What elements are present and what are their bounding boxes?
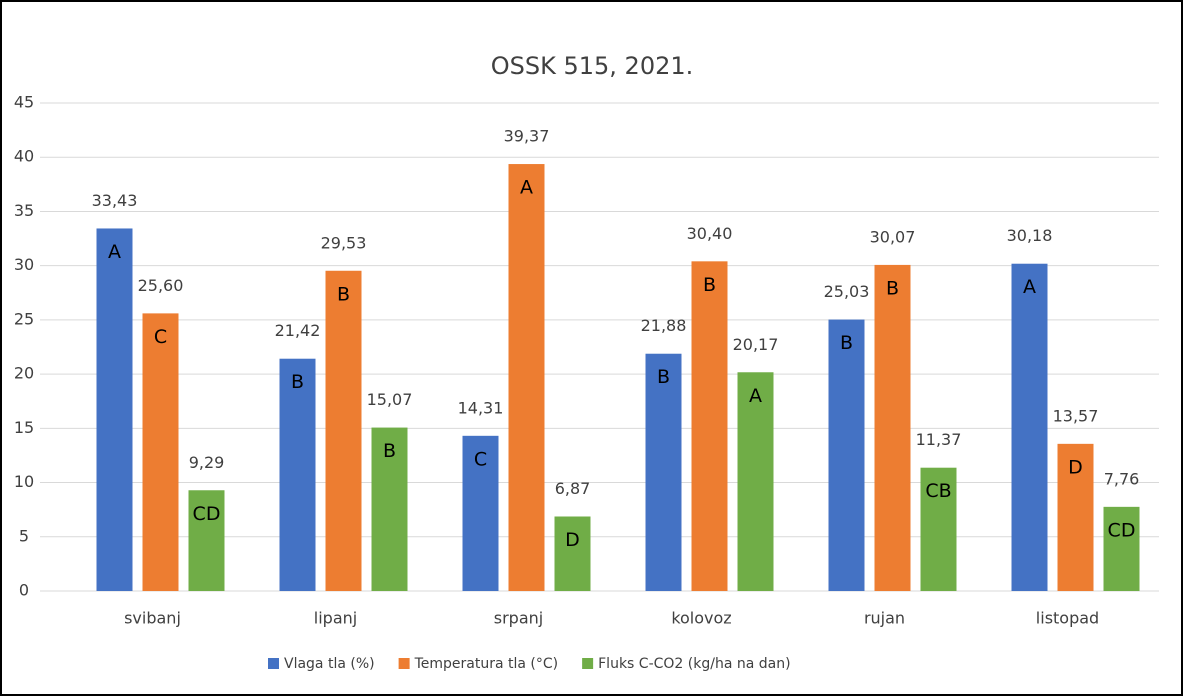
bar	[508, 164, 545, 591]
significance-letter: B	[337, 283, 350, 305]
significance-letter: D	[1068, 456, 1083, 478]
significance-letter: D	[565, 529, 580, 551]
legend-label: Fluks C-CO2 (kg/ha na dan)	[598, 656, 790, 672]
y-tick-label: 40	[14, 147, 34, 166]
significance-letter: B	[657, 366, 670, 388]
y-tick-label: 5	[19, 526, 29, 545]
value-label: 15,07	[367, 390, 413, 409]
bar	[645, 353, 682, 591]
significance-letter: B	[383, 440, 396, 462]
x-tick-label: srpanj	[494, 609, 543, 628]
value-label: 33,43	[92, 191, 138, 210]
value-label: 6,87	[555, 479, 591, 498]
y-tick-label: 35	[14, 201, 34, 220]
bar	[828, 319, 865, 591]
bar	[142, 313, 179, 591]
bar	[188, 490, 225, 591]
bar	[1057, 443, 1094, 591]
bar	[874, 264, 911, 591]
bar	[920, 467, 957, 591]
value-label: 13,57	[1053, 406, 1099, 425]
value-label: 21,88	[641, 316, 687, 335]
significance-letter: B	[886, 277, 899, 299]
bar	[1011, 263, 1048, 591]
x-tick-label: rujan	[864, 609, 905, 628]
x-tick-label: lipanj	[314, 609, 357, 628]
bar	[325, 270, 362, 591]
significance-letter: CD	[193, 503, 221, 525]
value-label: 9,29	[189, 453, 225, 472]
value-label: 21,42	[275, 321, 321, 340]
bar	[691, 261, 728, 591]
y-tick-label: 10	[14, 472, 34, 491]
value-label: 11,37	[916, 430, 962, 449]
y-tick-label: 25	[14, 309, 34, 328]
significance-letter: A	[1023, 276, 1036, 298]
value-label: 29,53	[321, 233, 367, 252]
significance-letter: CB	[925, 480, 951, 502]
value-label: 7,76	[1104, 469, 1140, 488]
bar	[96, 228, 133, 591]
value-label: 39,37	[504, 127, 550, 146]
bar	[462, 435, 499, 591]
x-tick-label: kolovoz	[671, 609, 731, 628]
significance-letter: C	[154, 326, 167, 348]
y-tick-label: 30	[14, 255, 34, 274]
value-label: 20,17	[733, 335, 779, 354]
value-label: 25,60	[138, 276, 184, 295]
legend-label: Vlaga tla (%)	[284, 656, 375, 672]
bar	[279, 358, 316, 591]
value-label: 30,40	[687, 224, 733, 243]
value-label: 30,07	[870, 227, 916, 246]
bar	[554, 516, 591, 591]
x-tick-label: svibanj	[124, 609, 181, 628]
x-tick-label: listopad	[1036, 609, 1099, 628]
significance-letter: A	[520, 177, 533, 199]
significance-letter: B	[703, 274, 716, 296]
y-tick-label: 45	[14, 93, 34, 112]
y-tick-label: 15	[14, 418, 34, 437]
significance-letter: B	[291, 371, 304, 393]
bar	[1103, 506, 1140, 591]
legend-swatch	[268, 658, 279, 669]
bar	[737, 372, 774, 591]
chart-title: OSSK 515, 2021.	[491, 52, 694, 80]
significance-letter: C	[474, 448, 487, 470]
significance-letter: CD	[1108, 519, 1136, 541]
legend-swatch	[582, 658, 594, 669]
significance-letter: A	[749, 385, 762, 407]
value-label: 14,31	[458, 398, 504, 417]
bar	[371, 427, 408, 591]
y-tick-label: 0	[19, 581, 29, 600]
value-label: 30,18	[1007, 226, 1053, 245]
y-tick-label: 20	[14, 364, 34, 383]
value-label: 25,03	[824, 282, 870, 301]
significance-letter: A	[108, 241, 121, 263]
legend-label: Temperatura tla (°C)	[414, 656, 559, 672]
legend-swatch	[398, 658, 410, 669]
significance-letter: B	[840, 332, 853, 354]
